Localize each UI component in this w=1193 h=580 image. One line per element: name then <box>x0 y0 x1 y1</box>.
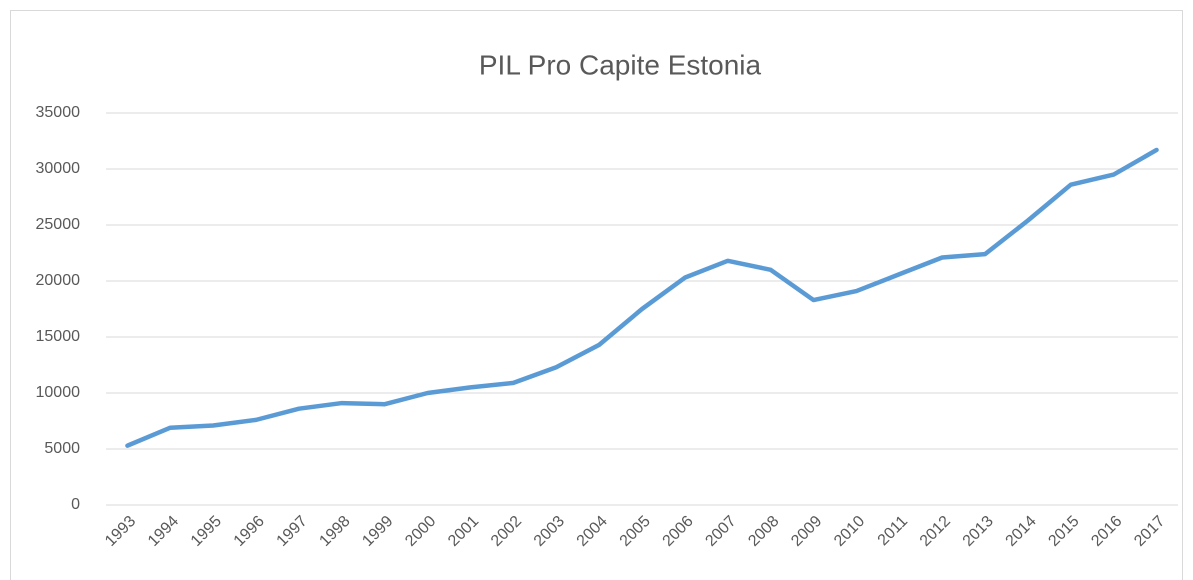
y-tick-label: 30000 <box>36 160 81 177</box>
x-tick-label: 1998 <box>316 513 353 550</box>
x-tick-label: 2010 <box>831 513 868 550</box>
x-tick-label: 2013 <box>960 513 997 550</box>
x-tick-label: 2009 <box>788 513 825 550</box>
x-tick-label: 2017 <box>1131 513 1168 550</box>
x-tick-label: 1997 <box>274 513 311 550</box>
x-tick-label: 2001 <box>445 513 482 550</box>
x-tick-label: 2002 <box>488 513 525 550</box>
x-tick-label: 2012 <box>917 513 954 550</box>
x-tick-label: 2005 <box>617 513 654 550</box>
y-tick-label: 15000 <box>36 328 81 345</box>
y-tick-label: 20000 <box>36 272 81 289</box>
y-tick-label: 35000 <box>36 104 81 121</box>
x-tick-label: 1996 <box>231 513 268 550</box>
x-tick-label: 1994 <box>145 513 182 550</box>
x-tick-label: 2000 <box>402 513 439 550</box>
x-tick-label: 2015 <box>1045 513 1082 550</box>
y-tick-label: 10000 <box>36 384 81 401</box>
x-tick-label: 2011 <box>875 513 911 549</box>
y-tick-label: 5000 <box>44 440 80 457</box>
x-tick-label: 2014 <box>1003 513 1040 550</box>
x-tick-label: 2008 <box>745 513 782 550</box>
y-tick-label: 0 <box>71 496 80 513</box>
chart-border <box>10 10 1183 580</box>
line-series <box>125 147 1159 448</box>
y-tick-label: 25000 <box>36 216 81 233</box>
x-tick-label: 1995 <box>188 513 225 550</box>
x-tick-label: 2006 <box>660 513 697 550</box>
x-tick-label: 2016 <box>1088 513 1125 550</box>
x-tick-label: 2007 <box>702 513 739 550</box>
chart-title: PIL Pro Capite Estonia <box>479 49 762 80</box>
x-tick-label: 1993 <box>102 513 139 550</box>
x-tick-label: 2003 <box>531 513 568 550</box>
x-tick-label: 1999 <box>359 513 396 550</box>
x-tick-label: 2004 <box>574 513 611 550</box>
